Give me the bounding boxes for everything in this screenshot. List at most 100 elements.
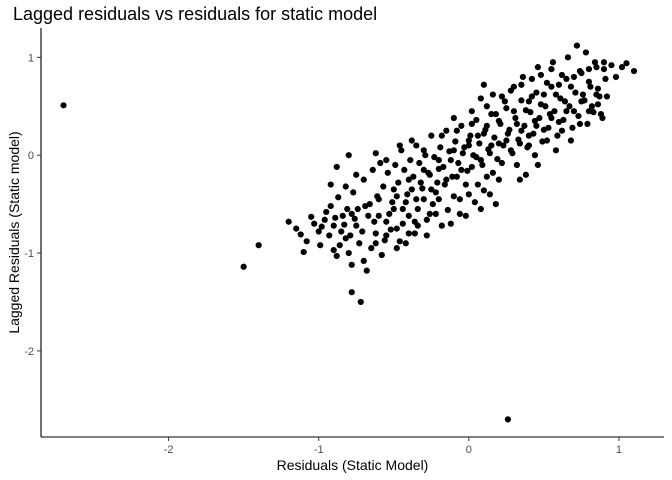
points-layer: [60, 42, 638, 423]
scatter-point: [300, 248, 307, 256]
scatter-point: [600, 66, 608, 73]
scatter-point: [383, 156, 390, 164]
scatter-point: [623, 60, 630, 67]
scatter-point: [527, 109, 534, 116]
scatter-point: [323, 208, 330, 216]
scatter-point: [528, 75, 535, 82]
scatter-point: [402, 199, 409, 206]
scatter-point: [371, 218, 378, 225]
scatter-point: [474, 181, 481, 188]
scatter-point: [458, 122, 465, 129]
scatter-point: [414, 205, 421, 213]
scatter-point: [285, 218, 292, 225]
scatter-point: [315, 228, 322, 235]
scatter-point: [353, 222, 360, 229]
scatter-point: [413, 196, 420, 203]
scatter-point: [422, 152, 429, 159]
scatter-point: [378, 251, 385, 259]
scatter-point: [311, 220, 318, 227]
scatter-point: [489, 169, 496, 176]
scatter-point: [488, 142, 495, 149]
scatter-point: [630, 67, 638, 75]
x-tick-label: -2: [164, 444, 174, 456]
scatter-point: [477, 95, 484, 102]
scatter-point: [431, 154, 438, 161]
scatter-point: [420, 196, 427, 203]
scatter-point: [365, 212, 372, 219]
scatter-point: [573, 42, 581, 49]
scatter-point: [392, 161, 399, 169]
scatter-point: [576, 120, 584, 127]
scatter-point: [369, 166, 376, 173]
scatter-point: [297, 231, 304, 238]
scatter-point: [335, 194, 342, 201]
scatter-point: [489, 91, 496, 98]
y-tick-label: 0: [28, 150, 34, 162]
scatter-point: [564, 54, 572, 61]
scatter-point: [401, 166, 408, 173]
scatter-point: [480, 130, 487, 137]
scatter-point: [593, 91, 600, 98]
scatter-point: [567, 137, 575, 144]
scatter-point: [585, 108, 593, 115]
scatter-point: [521, 122, 528, 129]
scatter-point: [408, 186, 415, 193]
scatter-point: [383, 232, 390, 239]
scatter-point: [540, 91, 548, 98]
scatter-point: [450, 114, 457, 122]
scatter-point: [330, 247, 337, 254]
scatter-point: [440, 163, 447, 171]
scatter-point: [444, 206, 451, 214]
scatter-point: [405, 176, 412, 183]
y-tick-label: -1: [24, 248, 34, 260]
scatter-point: [255, 242, 262, 249]
scatter-point: [557, 95, 564, 102]
scatter-point: [462, 212, 469, 219]
scatter-point: [480, 81, 487, 88]
scatter-point: [330, 222, 337, 229]
scatter-point: [423, 232, 430, 239]
scatter-point: [303, 238, 310, 245]
scatter-point: [534, 64, 542, 71]
scatter-point: [468, 120, 475, 127]
scatter-point: [317, 242, 324, 249]
scatter-point: [525, 142, 532, 149]
scatter-point: [528, 93, 535, 100]
scatter-point: [533, 122, 540, 129]
scatter-point: [342, 235, 349, 242]
scatter-point: [408, 137, 415, 144]
scatter-point: [555, 81, 563, 88]
scatter-point: [434, 179, 441, 186]
scatter-point: [473, 116, 480, 124]
x-tick-label: 1: [616, 444, 622, 456]
scatter-point: [419, 185, 426, 192]
scatter-point: [372, 230, 379, 237]
scatter-point: [420, 166, 427, 173]
scatter-point: [477, 205, 484, 213]
scatter-point: [383, 218, 390, 225]
scatter-point: [333, 163, 340, 171]
scatter-point: [405, 212, 412, 219]
scatter-point: [542, 103, 549, 110]
scatter-point: [513, 161, 520, 169]
scatter-point: [428, 186, 435, 193]
scatter-point: [560, 116, 567, 124]
scatter-point: [338, 228, 345, 235]
scatter-point: [518, 127, 525, 134]
scatter-point: [332, 214, 339, 221]
scatter-point: [293, 225, 300, 232]
scatter-point: [326, 232, 333, 239]
scatter-point: [411, 230, 418, 237]
scatter-point: [468, 108, 475, 115]
scatter-point: [432, 210, 439, 218]
scatter-point: [386, 210, 393, 218]
scatter-point: [519, 73, 526, 81]
scatter-point: [480, 187, 487, 194]
x-tick-label: -1: [314, 444, 324, 456]
scatter-point: [591, 59, 599, 66]
scatter-point: [599, 114, 606, 122]
scatter-point: [351, 215, 358, 222]
scatter-point: [375, 212, 382, 219]
scatter-point: [393, 193, 400, 200]
